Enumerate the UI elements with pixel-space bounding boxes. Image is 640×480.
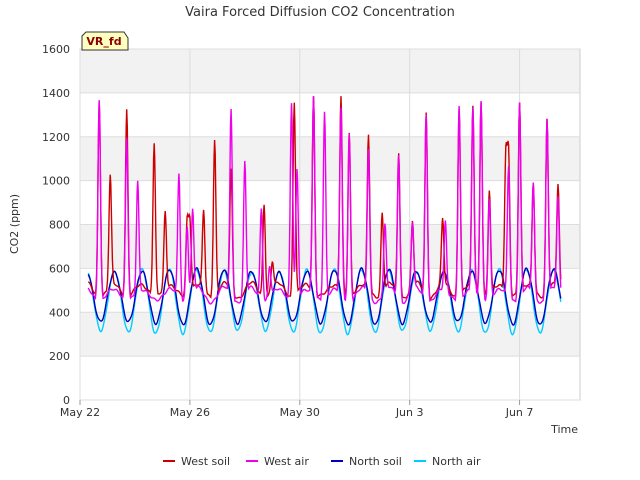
x-tick-label: Jun 3 [395, 406, 424, 419]
x-tick-label: Jun 7 [505, 406, 534, 419]
vr-fd-badge: VR_fd [81, 31, 129, 51]
plot-band [80, 180, 580, 225]
x-tick-label: May 22 [60, 406, 100, 419]
chart-title: Vaira Forced Diffusion CO2 Concentration [185, 5, 455, 20]
series-group [87, 96, 562, 336]
x-tick-label: May 26 [170, 406, 210, 419]
y-tick-label: 0 [63, 394, 70, 407]
y-tick-label: 600 [49, 262, 70, 275]
badge-label: VR_fd [86, 35, 121, 48]
y-axis-title: CO2 (ppm) [8, 194, 21, 254]
grid [79, 48, 580, 401]
x-axis-title: Time [550, 423, 578, 436]
plot-band [80, 49, 580, 93]
plot-band [80, 92, 580, 137]
y-tick-label: 1400 [42, 87, 70, 100]
x-tick-label: May 30 [280, 406, 320, 419]
plot-band [80, 136, 580, 181]
y-tick-label: 1600 [42, 43, 70, 56]
y-tick-label: 1200 [42, 131, 70, 144]
series-line-west-air [87, 96, 562, 305]
plot-band [80, 312, 580, 357]
y-tick-label: 1000 [42, 175, 70, 188]
legend-label: West air [264, 455, 309, 468]
legend-label: West soil [181, 455, 230, 468]
y-tick-label: 400 [49, 306, 70, 319]
legend-label: North air [432, 455, 481, 468]
legend: West soil West air North soil North air [163, 455, 481, 468]
legend-label: North soil [349, 455, 402, 468]
badge-shape [81, 31, 129, 51]
y-axis: 0 200 400 600 800 1000 1200 1400 1600 [42, 43, 70, 407]
plot-background [79, 48, 581, 401]
y-tick-label: 200 [49, 350, 70, 363]
y-tick-label: 800 [49, 219, 70, 232]
x-axis: May 22 May 26 May 30 Jun 3 Jun 7 [60, 400, 534, 419]
plot-band [80, 356, 580, 400]
plot-band [80, 224, 580, 269]
